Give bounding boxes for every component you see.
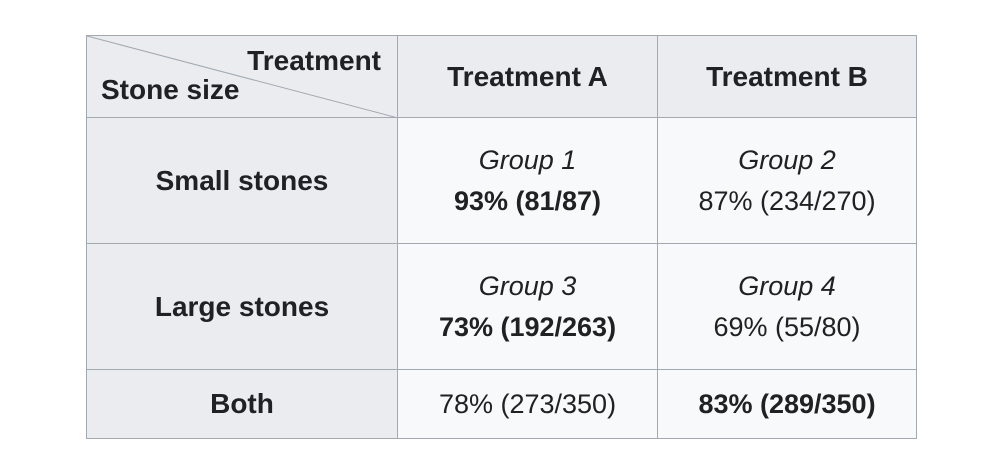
- cell: Group 2 87% (234/270): [657, 117, 917, 244]
- cell: Group 4 69% (55/80): [657, 243, 917, 370]
- row-header: Large stones: [86, 243, 398, 370]
- result: 69% (55/80): [713, 311, 861, 342]
- result: 73% (192/263): [438, 311, 617, 342]
- group: Group 3: [478, 271, 577, 301]
- cell: 83% (289/350): [657, 369, 917, 439]
- column-header: Treatment B: [657, 35, 917, 118]
- column-header: Treatment A: [397, 35, 658, 118]
- result: 87% (234/270): [698, 185, 876, 216]
- row-header: Both: [86, 369, 398, 439]
- group: Group 1: [478, 145, 577, 175]
- cell: Group 1 93% (81/87): [397, 117, 658, 244]
- cell: 78% (273/350): [397, 369, 658, 439]
- row-header: Small stones: [86, 117, 398, 244]
- diagonal: [87, 36, 398, 118]
- result: 93% (81/87): [453, 185, 602, 216]
- corner-bottom: Stone size: [101, 74, 240, 105]
- group: Group 4: [738, 271, 836, 301]
- result: 78% (273/350): [438, 388, 617, 419]
- row: Large stones Group 3 73% (192/263) Group …: [86, 243, 917, 370]
- row: Both 78% (273/350) 83% (289/350): [86, 369, 917, 439]
- result: 83% (289/350): [698, 388, 876, 419]
- row: Small stones Group 1 93% (81/87) Group 2 8…: [86, 117, 917, 244]
- corner-top: Treatment: [247, 45, 381, 76]
- group: Group 2: [738, 145, 836, 175]
- cell: Group 3 73% (192/263): [397, 243, 658, 370]
- table: Treatment Stone size Treatment A Treatme…: [86, 35, 917, 439]
- header-row: Treatment Stone size Treatment A Treatme…: [86, 35, 917, 118]
- corner-cell: Treatment Stone size: [86, 35, 398, 118]
